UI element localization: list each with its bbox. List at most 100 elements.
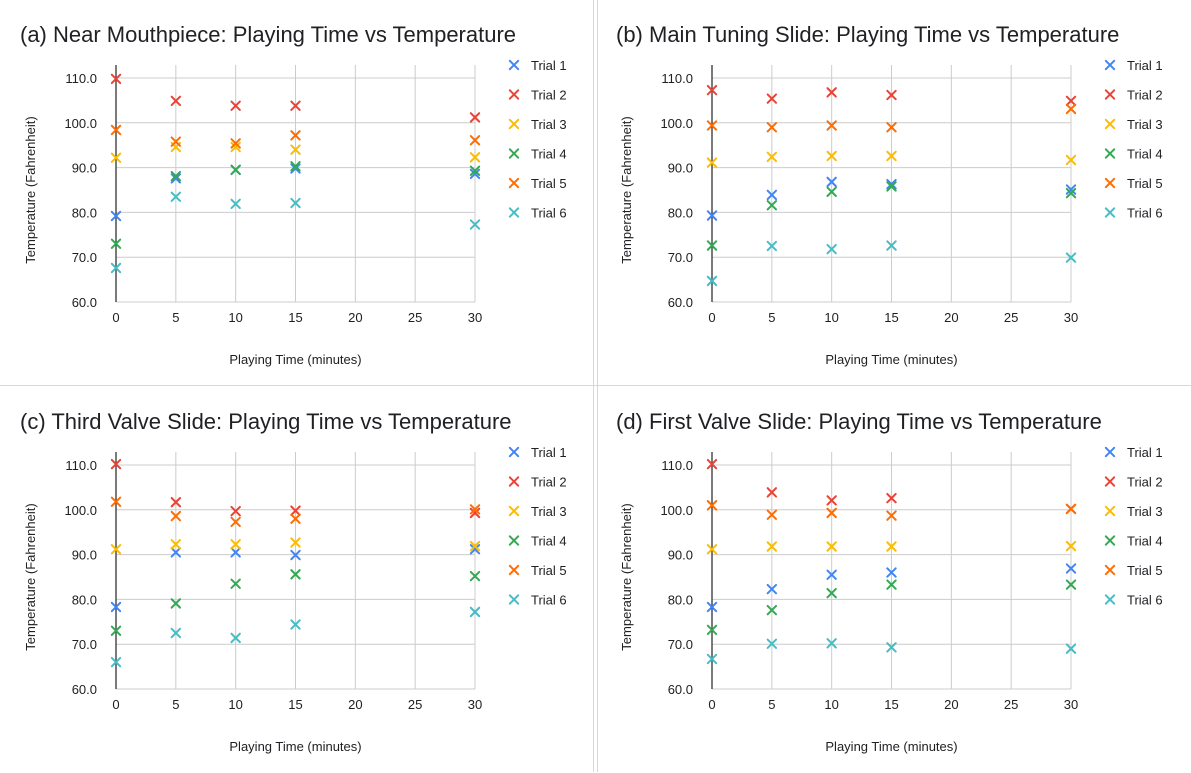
marker-stroke: [1065, 579, 1077, 590]
marker-stroke: [1104, 177, 1116, 189]
legend-marker: [1104, 148, 1116, 159]
marker-stroke: [508, 446, 520, 458]
x-tick-label: 25: [1004, 310, 1018, 325]
marker-stroke: [766, 200, 778, 211]
plot-area: 60.0 70.0 80.0 90.0 100.0 110.0 0 5 10 15 20 25 30: [64, 65, 482, 325]
legend-label: Trial 3: [1127, 117, 1163, 132]
marker-stroke: [766, 487, 778, 498]
chart-title: (c) Third Valve Slide: Playing Time vs T…: [20, 409, 512, 434]
marker-stroke: [766, 240, 778, 252]
legend-label: Trial 4: [1127, 534, 1163, 549]
legend: Trial 1 Trial 2 Trial 3 Trial 4 Trial 5 Trial…: [508, 445, 567, 608]
data-point: [826, 638, 837, 649]
data-point: [766, 240, 778, 252]
marker-stroke: [886, 567, 897, 578]
data-point: [469, 540, 481, 552]
marker-stroke: [469, 606, 481, 618]
data-point: [110, 210, 122, 222]
marker-stroke: [886, 181, 897, 192]
marker-stroke: [170, 496, 182, 508]
data-point: [290, 537, 301, 548]
data-point: [170, 170, 182, 182]
data-point: [826, 176, 837, 188]
data-point: [110, 73, 122, 85]
legend-label: Trial 4: [531, 147, 567, 162]
data-point: [766, 583, 778, 595]
chart-title: (a) Near Mouthpiece: Playing Time vs Tem…: [20, 22, 516, 47]
legend-marker: [508, 476, 520, 487]
data-point: [230, 100, 241, 111]
marker-stroke: [110, 152, 122, 163]
marker-stroke: [826, 150, 837, 162]
legend-label: Trial 4: [1127, 147, 1163, 162]
x-tick-label: 25: [1004, 697, 1018, 712]
data-point: [230, 578, 241, 589]
x-axis-label: Playing Time (minutes): [825, 352, 957, 367]
marker-stroke: [230, 198, 241, 210]
legend-marker: [1104, 59, 1116, 71]
data-point: [469, 152, 481, 163]
x-tick-label: 10: [228, 310, 242, 325]
marker-stroke: [508, 564, 520, 576]
marker-stroke: [110, 262, 122, 274]
marker-stroke: [110, 601, 122, 613]
data-point: [706, 210, 718, 221]
marker-stroke: [230, 516, 241, 528]
marker-stroke: [170, 539, 182, 550]
x-axis-label: Playing Time (minutes): [229, 352, 361, 367]
y-tick-label: 60.0: [72, 682, 97, 697]
marker-stroke: [766, 638, 778, 649]
data-point: [170, 539, 182, 550]
data-point: [766, 638, 778, 649]
marker-stroke: [290, 569, 301, 580]
data-point: [1065, 540, 1077, 552]
legend-marker: [508, 118, 520, 130]
marker-stroke: [1065, 643, 1077, 654]
x-tick-label: 30: [1064, 310, 1078, 325]
y-axis-label: Temperature (Fahrenheit): [23, 503, 38, 650]
data-point: [826, 120, 837, 131]
marker-stroke: [230, 539, 241, 550]
x-tick-label: 15: [884, 697, 898, 712]
marker-stroke: [1104, 564, 1116, 576]
data-point: [170, 547, 182, 558]
x-tick-label: 20: [348, 310, 362, 325]
y-tick-label: 100.0: [660, 116, 693, 131]
data-point: [826, 541, 837, 552]
marker-stroke: [706, 120, 718, 131]
data-point: [886, 567, 897, 578]
legend: Trial 1 Trial 2 Trial 3 Trial 4 Trial 5 Trial…: [508, 58, 567, 221]
data-point: [886, 240, 897, 251]
data-point: [110, 152, 122, 163]
marker-stroke: [706, 240, 718, 251]
y-tick-label: 70.0: [668, 250, 693, 265]
marker-stroke: [110, 210, 122, 222]
data-point: [290, 513, 301, 524]
data-point: [230, 539, 241, 550]
marker-stroke: [508, 505, 520, 517]
legend-marker: [508, 535, 520, 546]
data-point: [290, 100, 301, 111]
marker-stroke: [469, 507, 481, 519]
data-point: [826, 507, 837, 519]
x-tick-label: 0: [112, 697, 119, 712]
legend-marker: [1104, 207, 1116, 218]
marker-stroke: [766, 604, 778, 616]
data-point: [290, 130, 301, 141]
legend-label: Trial 2: [1127, 88, 1163, 103]
data-point: [290, 144, 301, 155]
data-point: [886, 150, 897, 162]
x-tick-label: 15: [288, 697, 302, 712]
marker-stroke: [469, 570, 481, 582]
marker-stroke: [886, 240, 897, 251]
marker-stroke: [170, 627, 182, 639]
marker-stroke: [886, 89, 897, 101]
marker-stroke: [290, 505, 301, 516]
marker-stroke: [826, 243, 837, 255]
legend-marker: [1104, 89, 1116, 100]
marker-stroke: [706, 500, 718, 511]
data-point: [886, 178, 897, 190]
marker-stroke: [469, 540, 481, 552]
data-point: [706, 120, 718, 131]
legend-marker: [508, 59, 520, 71]
